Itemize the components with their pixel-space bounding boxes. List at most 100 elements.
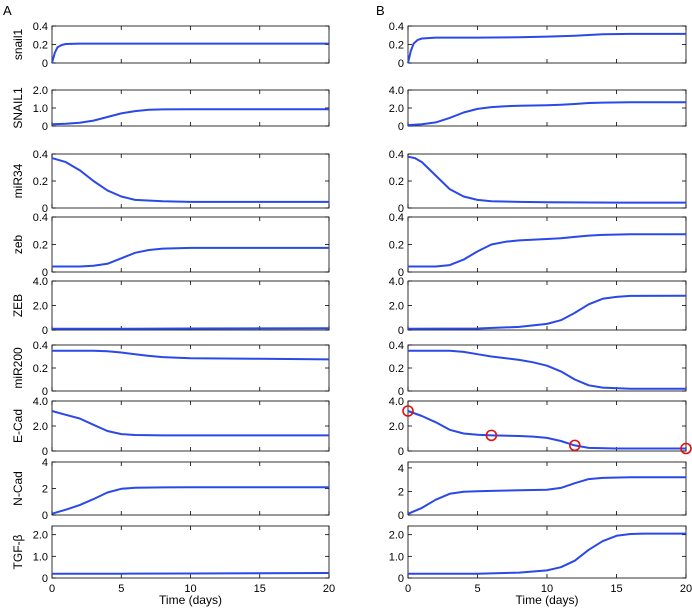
- series-line: [408, 532, 686, 575]
- y-tick-label: 0.2: [389, 40, 404, 52]
- subplot: 0 0.2 0.4: [389, 212, 687, 279]
- y-tick-label: 2: [398, 486, 404, 498]
- y-tick-label: 0: [398, 267, 404, 279]
- data-point-marker: [485, 429, 498, 442]
- y-tick-label: 0: [42, 58, 48, 70]
- y-tick-label: 4.0: [389, 85, 404, 97]
- series-line: [52, 246, 329, 268]
- y-tick-label: 0: [42, 121, 48, 133]
- y-tick-label: 0: [42, 203, 48, 215]
- y-tick-label: 0.4: [33, 340, 48, 352]
- y-tick-label: 0: [42, 446, 48, 458]
- subplot: 0 0.2 0.4 snail1: [11, 21, 330, 70]
- axes-box: [51, 461, 330, 516]
- series-line: [51, 410, 329, 437]
- y-tick-label: 0.2: [33, 40, 48, 52]
- y-tick-label: 0.4: [389, 340, 404, 352]
- x-tick-label: 20: [323, 583, 335, 595]
- x-tick-label: 5: [474, 583, 480, 595]
- y-tick-label: 0: [398, 573, 404, 585]
- y-tick-label: 2.0: [389, 421, 404, 433]
- y-tick-label: 2.0: [33, 301, 48, 313]
- y-tick-label: 0.2: [389, 363, 404, 375]
- y-axis-label: miR200: [11, 347, 25, 389]
- series-line: [407, 101, 686, 127]
- data-point-marker: [402, 405, 414, 417]
- y-tick-label: 2.0: [33, 530, 48, 542]
- y-tick-label: 0.2: [33, 240, 48, 252]
- y-tick-label: 0: [398, 203, 404, 215]
- subplot: 0 2.0 4.0 E-Cad: [11, 396, 330, 458]
- y-tick-label: 0: [398, 121, 404, 133]
- x-tick-label: 10: [541, 583, 553, 595]
- y-tick-label: 0.4: [389, 21, 404, 33]
- data-point-marker: [568, 439, 581, 452]
- y-tick-label: 0: [42, 573, 48, 585]
- y-axis-label: zeb: [11, 235, 25, 255]
- y-tick-label: 1.0: [33, 103, 48, 115]
- y-tick-label: 0.2: [389, 176, 404, 188]
- series-line: [51, 108, 329, 126]
- axes-box: [407, 25, 687, 64]
- y-tick-label: 0.4: [389, 212, 404, 224]
- x-tick-label: 10: [184, 583, 196, 595]
- y-tick-label: 0.4: [33, 21, 48, 33]
- y-tick-label: 0: [398, 446, 404, 458]
- y-axis-label: miR34: [11, 163, 25, 198]
- series-line: [51, 486, 329, 515]
- y-tick-label: 1.0: [33, 551, 48, 563]
- subplot: 0 1.0 2.0 0 5 10 15 20: [389, 525, 692, 595]
- subplot: 0 0.2 0.4: [389, 340, 687, 398]
- y-tick-label: 2.0: [389, 103, 404, 115]
- series-line: [52, 349, 330, 361]
- y-tick-label: 0: [42, 267, 48, 279]
- y-tick-label: 2.0: [33, 85, 48, 97]
- y-axis-label: ZEB: [11, 294, 25, 317]
- axes-box: [51, 344, 330, 392]
- series-line: [407, 410, 686, 450]
- y-tick-label: 4.0: [33, 276, 48, 288]
- y-tick-label: 0: [42, 386, 48, 398]
- y-tick-label: 4.0: [389, 396, 404, 408]
- series-line: [408, 233, 686, 268]
- y-axis-label: TGF-β: [11, 534, 25, 569]
- axes-box: [51, 400, 330, 452]
- y-tick-label: 0: [398, 510, 404, 522]
- y-tick-label: 2.0: [33, 421, 48, 433]
- y-tick-label: 0: [42, 510, 48, 522]
- x-tick-label: 15: [254, 583, 266, 595]
- y-tick-label: 4: [42, 457, 48, 469]
- x-tick-label: 0: [405, 583, 411, 595]
- y-tick-label: 2.0: [389, 301, 404, 313]
- subplot: 0 2.0 4.0 ZEB: [11, 276, 330, 337]
- axes-box: [407, 216, 687, 273]
- y-tick-label: 0.2: [389, 240, 404, 252]
- y-tick-label: 0.4: [389, 149, 404, 161]
- y-tick-label: 4.0: [33, 396, 48, 408]
- subplot: 0 2 4 N-Cad: [11, 457, 330, 522]
- subplot: 0 2.0 4.0: [389, 85, 687, 133]
- y-tick-label: 4.0: [389, 276, 404, 288]
- panel-label: B: [376, 3, 385, 18]
- series-line: [407, 32, 686, 64]
- subplot: 0 0.2 0.4 miR200: [11, 340, 330, 398]
- series-line: [51, 157, 329, 203]
- x-tick-label: 0: [49, 583, 55, 595]
- y-tick-label: 0.4: [33, 212, 48, 224]
- axes-box: [407, 400, 687, 452]
- subplot: 0 0.2 0.4 zeb: [11, 212, 330, 279]
- subplot: 0 0.2 0.4: [389, 149, 687, 215]
- y-tick-label: 0.2: [33, 176, 48, 188]
- y-axis-label: SNAIL1: [11, 87, 25, 129]
- subplot: 0 0.2 0.4 miR34: [11, 149, 330, 215]
- axes-box: [51, 216, 330, 273]
- y-tick-label: 0.4: [33, 149, 48, 161]
- y-axis-label: N-Cad: [11, 471, 25, 506]
- series-line: [407, 476, 686, 515]
- y-axis-label: snail1: [11, 29, 25, 61]
- y-axis-label: E-Cad: [11, 409, 25, 443]
- y-tick-label: 0.2: [33, 363, 48, 375]
- series-line: [52, 572, 330, 575]
- x-tick-label: 5: [118, 583, 124, 595]
